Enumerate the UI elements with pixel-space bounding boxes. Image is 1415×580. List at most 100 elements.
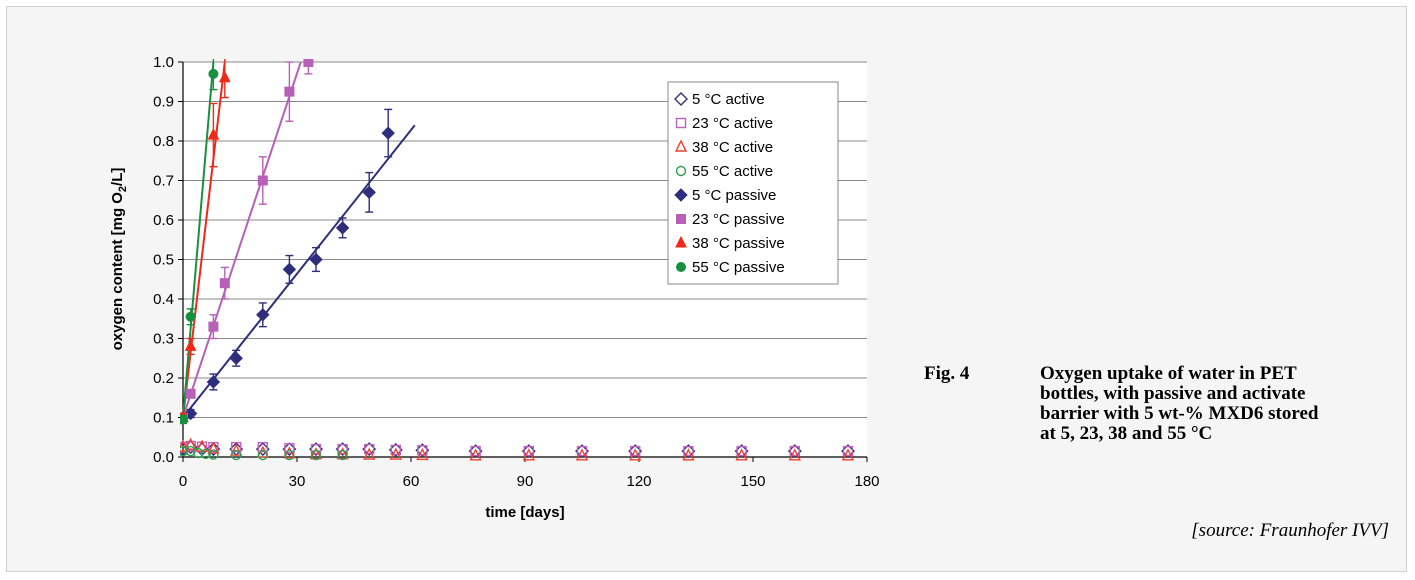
legend-entry: 23 °C passive	[692, 211, 785, 228]
legend-entry: 38 °C passive	[692, 235, 785, 252]
data-point	[310, 449, 322, 461]
data-point	[208, 321, 219, 332]
data-point	[303, 59, 314, 67]
data-point	[842, 445, 854, 457]
caption-text: Oxygen uptake of water in PET bottles, w…	[1040, 363, 1319, 444]
y-tick-label: 0.7	[153, 173, 174, 190]
data-point	[469, 448, 482, 461]
data-marks	[180, 59, 855, 461]
data-point	[284, 449, 295, 461]
x-tick-label: 90	[517, 473, 534, 490]
legend-marker	[674, 139, 688, 152]
data-point	[185, 388, 196, 399]
fit-line	[182, 61, 302, 418]
data-point	[309, 252, 323, 267]
x-tick-label: 0	[179, 473, 187, 490]
x-tick-label: 180	[854, 473, 879, 490]
legend: 5 °C active 23 °C active 38 °C active 55 °C…	[667, 81, 839, 285]
data-point	[736, 445, 747, 457]
data-point	[256, 445, 269, 458]
data-point	[416, 447, 429, 461]
data-point	[630, 445, 641, 457]
legend-marker	[674, 92, 688, 106]
data-point	[284, 443, 295, 454]
data-point	[256, 308, 270, 322]
data-point	[309, 447, 323, 460]
data-point	[310, 443, 322, 455]
data-point	[208, 68, 219, 79]
data-point	[207, 127, 220, 140]
data-point	[336, 447, 349, 460]
data-point	[185, 311, 196, 322]
data-point	[200, 448, 212, 460]
legend-marker	[676, 214, 686, 224]
legend-box	[667, 81, 839, 285]
y-tick-label: 0.8	[153, 133, 174, 150]
figure-number: Fig. 4	[924, 363, 970, 384]
legend-entry: 5 °C active	[692, 91, 765, 108]
data-point	[389, 447, 402, 460]
x-tick-label: 30	[289, 473, 306, 490]
y-tick-label: 1.0	[153, 54, 174, 71]
legend-marker	[676, 262, 686, 272]
data-point	[180, 439, 190, 452]
data-point	[184, 437, 197, 450]
data-point	[363, 447, 376, 460]
data-point	[257, 441, 268, 453]
data-point	[230, 443, 243, 456]
data-point	[208, 449, 219, 460]
fit-lines	[182, 61, 416, 419]
y-tick-label: 0.2	[153, 370, 174, 387]
fit-line	[182, 61, 226, 418]
data-point	[381, 126, 395, 140]
x-tick-label: 60	[403, 473, 420, 490]
x-axis-label: time [days]	[485, 504, 564, 521]
data-point	[337, 449, 348, 461]
data-point	[390, 444, 401, 456]
data-point	[230, 449, 242, 461]
data-point	[257, 449, 268, 461]
data-point	[184, 339, 197, 351]
x-tick-label: 150	[740, 473, 765, 490]
data-point	[789, 445, 800, 457]
data-point	[788, 448, 801, 461]
legend-marker	[674, 188, 688, 202]
data-point	[180, 445, 189, 457]
data-point	[219, 278, 230, 289]
data-point	[337, 443, 348, 455]
data-point	[682, 448, 695, 461]
legend-entry: 23 °C active	[692, 115, 773, 132]
data-point	[576, 445, 588, 457]
legend-entry: 38 °C active	[692, 139, 773, 156]
data-point	[283, 446, 296, 459]
data-point	[230, 441, 242, 453]
data-point	[575, 448, 589, 461]
x-tick-label: 120	[626, 473, 651, 490]
data-point	[683, 445, 694, 457]
y-tick-label: 0.3	[153, 331, 174, 348]
data-point	[180, 414, 188, 425]
legend-marker	[675, 117, 687, 129]
y-tick-label: 0.0	[153, 449, 174, 466]
data-point	[284, 86, 295, 97]
y-tick-label: 0.6	[153, 212, 174, 229]
data-point	[364, 443, 375, 455]
source-credit: [source: Fraunhofer IVV]	[1191, 520, 1389, 541]
data-point	[218, 70, 231, 83]
data-point	[629, 448, 642, 461]
y-tick-label: 0.9	[153, 94, 174, 111]
fit-line	[182, 124, 416, 419]
legend-marker	[675, 165, 687, 177]
legend-entry: 55 °C passive	[692, 259, 785, 276]
fit-line	[182, 61, 215, 418]
data-point	[735, 448, 748, 461]
legend-entry: 55 °C active	[692, 163, 773, 180]
data-point	[192, 447, 204, 459]
data-point	[522, 448, 535, 461]
y-tick-label: 0.4	[153, 291, 174, 308]
data-point	[362, 185, 376, 200]
legend-entry: 5 °C passive	[692, 187, 776, 204]
data-point	[282, 262, 297, 277]
data-point	[335, 221, 350, 235]
